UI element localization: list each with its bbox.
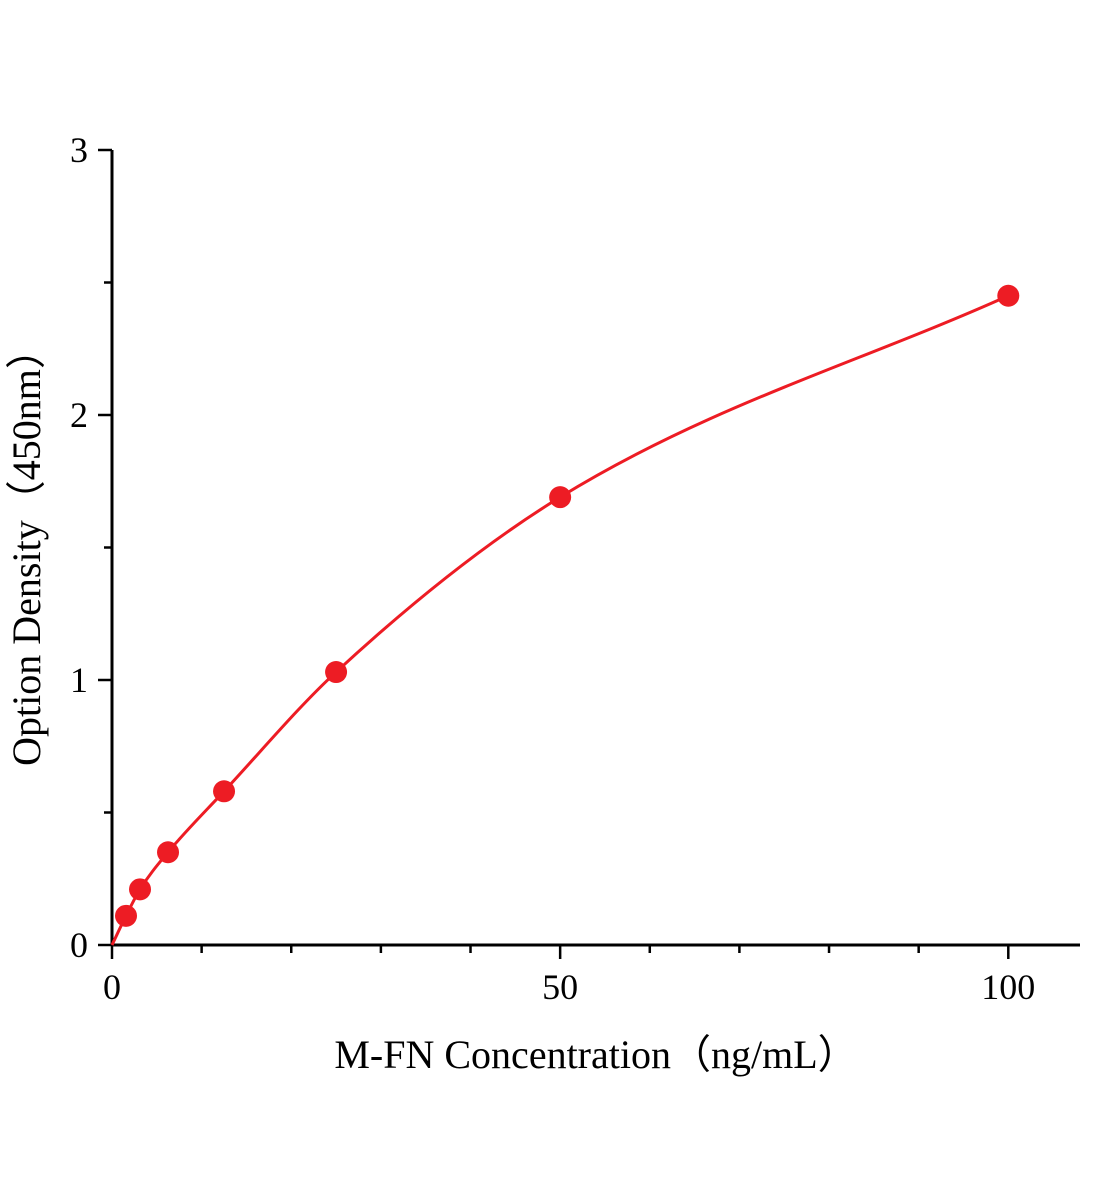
x-axis-title: M-FN Concentration（ng/mL） [334, 1032, 857, 1077]
data-point [549, 486, 572, 509]
y-tick-label: 0 [70, 925, 88, 965]
data-point [213, 780, 236, 803]
data-point [997, 284, 1020, 307]
data-point [157, 841, 180, 864]
y-tick-label: 3 [70, 130, 88, 170]
x-tick-label: 0 [103, 967, 121, 1007]
x-tick-label: 50 [542, 967, 578, 1007]
y-tick-label: 1 [70, 660, 88, 700]
data-point [325, 661, 348, 684]
data-point [115, 904, 138, 927]
standard-curve-line [110, 294, 1009, 946]
x-tick-label: 100 [981, 967, 1035, 1007]
y-tick-label: 2 [70, 395, 88, 435]
y-axis-title: Option Density（450nm） [4, 329, 49, 766]
data-point [129, 878, 152, 901]
